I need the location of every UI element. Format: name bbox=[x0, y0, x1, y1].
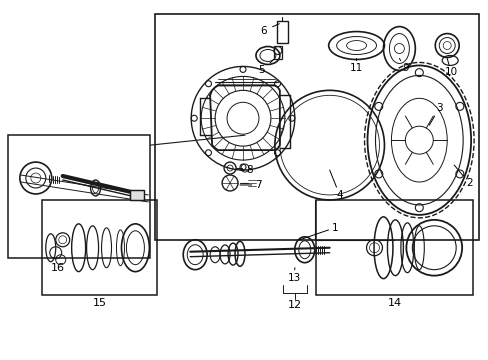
Text: 15: 15 bbox=[92, 297, 106, 307]
Bar bbox=[130, 190, 144, 200]
Bar bbox=[130, 190, 144, 200]
Text: 2: 2 bbox=[453, 165, 471, 188]
Bar bbox=[273, 45, 281, 59]
Text: 6: 6 bbox=[260, 24, 279, 36]
Bar bbox=[276, 21, 287, 42]
Bar bbox=[41, 200, 157, 294]
Text: 10: 10 bbox=[444, 58, 457, 77]
Text: 4: 4 bbox=[329, 170, 342, 200]
Bar bbox=[8, 135, 150, 258]
Text: 16: 16 bbox=[51, 263, 64, 273]
Text: 11: 11 bbox=[349, 58, 363, 73]
Text: 8: 8 bbox=[240, 165, 253, 175]
Text: 3: 3 bbox=[428, 103, 442, 125]
Text: 13: 13 bbox=[287, 268, 301, 283]
Bar bbox=[315, 200, 472, 294]
Text: 9: 9 bbox=[399, 58, 408, 73]
Text: 5: 5 bbox=[258, 59, 273, 76]
Text: 12: 12 bbox=[287, 300, 301, 310]
Text: 14: 14 bbox=[386, 297, 401, 307]
Text: 7: 7 bbox=[240, 180, 261, 190]
Bar bbox=[155, 14, 478, 240]
Text: 1: 1 bbox=[299, 223, 337, 240]
